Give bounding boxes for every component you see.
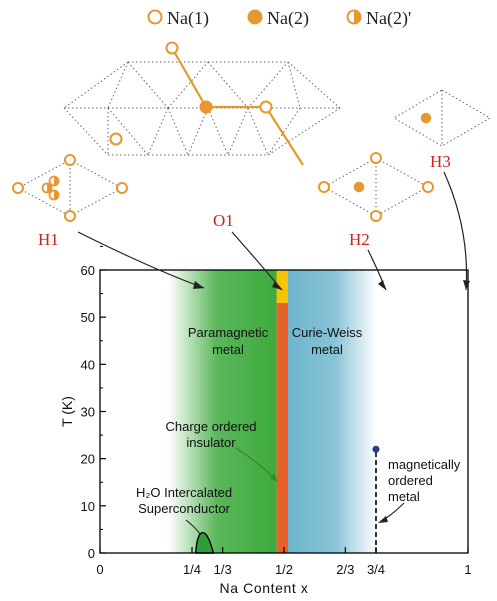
h1-arrow	[77, 231, 205, 289]
o1-lattice	[63, 41, 341, 166]
chart: 0 10 20 30 40 50 60 0 1/4 1/3 1/2 2/3 3/4 1 Na Content…	[59, 245, 472, 596]
x-axis-label: Na Content x	[220, 580, 309, 596]
x-tick-label: 0	[96, 562, 103, 577]
na2-legend-label: Na(2)	[267, 8, 309, 29]
x-tick-label: 1	[464, 562, 471, 577]
y-tick-label: 60	[81, 263, 95, 278]
magnetic-metal-arrowhead	[378, 516, 388, 523]
x-tick-label: 1/2	[275, 562, 293, 577]
x-tick-label: 1/4	[183, 562, 201, 577]
h2-na2-site	[353, 181, 365, 193]
paramagnetic-region	[168, 270, 277, 553]
na2p-legend-label: Na(2)'	[366, 8, 411, 29]
h3-arrow	[443, 171, 468, 291]
charge-ordered-region	[276, 270, 288, 553]
x-tick-label: 2/3	[336, 562, 354, 577]
h2-label: H2	[349, 230, 370, 249]
paramagnetic-label: Paramagnetic metal	[188, 325, 269, 357]
o1-na-chain	[171, 47, 304, 166]
o1-label: O1	[213, 211, 234, 230]
h3-na2-site	[420, 112, 432, 124]
y-tick-label: 30	[81, 405, 95, 420]
h1-label: H1	[38, 230, 59, 249]
y-tick-label: 50	[81, 310, 95, 325]
y-tick-label: 0	[88, 546, 95, 561]
o1-na1-site	[165, 41, 179, 55]
arrow-heads	[193, 280, 470, 290]
charge-ordered-top	[276, 270, 288, 304]
charge-ordered-arrowhead	[270, 473, 278, 482]
h1-lattice: H1	[12, 154, 128, 249]
o1-na1-site	[109, 132, 123, 146]
x-tick-label: 1/3	[214, 562, 232, 577]
y-tick-label: 20	[81, 452, 95, 467]
na2p-legend-marker	[346, 9, 362, 25]
h3-lattice: H3	[393, 89, 491, 171]
magnetic-metal-label: magnetically ordered metal	[388, 457, 461, 504]
legend: Na(1) Na(2) Na(2)'	[147, 8, 411, 29]
magnetic-order-point	[372, 445, 380, 453]
na2-legend-marker	[247, 9, 263, 25]
h3-label: H3	[430, 152, 451, 171]
y-axis-label: T (K)	[59, 396, 75, 427]
y-tick-label: 10	[81, 499, 95, 514]
na1-legend-marker	[147, 9, 163, 25]
x-tick-label: 3/4	[367, 562, 385, 577]
charge-ordered-label: Charge ordered insulator	[165, 419, 256, 450]
h2-lattice: H2	[318, 152, 434, 249]
y-tick-label: 40	[81, 357, 95, 372]
curie-weiss-region	[284, 270, 377, 553]
h1-na2p-cluster	[41, 175, 60, 201]
o1-na2-site	[199, 100, 213, 114]
curie-weiss-label: Curie-Weiss metal	[292, 325, 363, 357]
o1-na1-site	[259, 100, 273, 114]
na1-legend-label: Na(1)	[167, 8, 209, 29]
superconductor-label: H₂O Intercalated Superconductor	[136, 485, 232, 516]
superconductor-arrow	[185, 519, 201, 535]
